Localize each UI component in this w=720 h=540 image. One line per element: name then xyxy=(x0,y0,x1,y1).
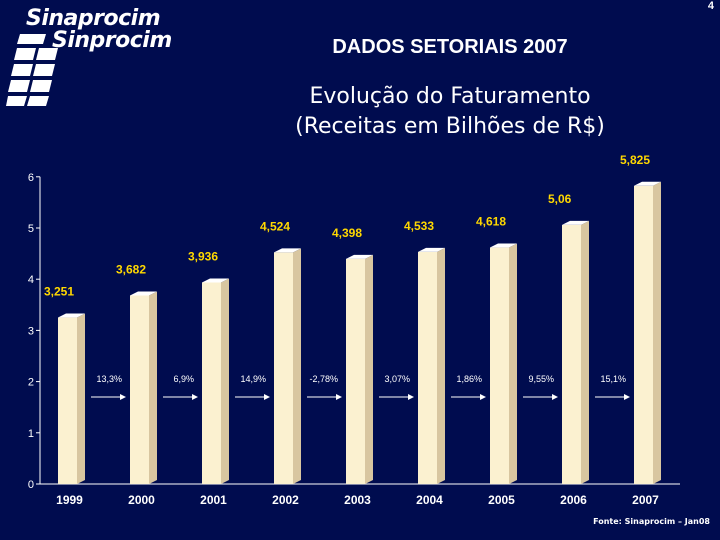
bar xyxy=(634,185,653,484)
bar xyxy=(490,247,509,484)
y-tick-label: 4 xyxy=(28,274,34,286)
bar-top xyxy=(202,278,229,283)
bar-top xyxy=(562,220,589,225)
data-label: 4,618 xyxy=(476,215,506,229)
data-label: 5,06 xyxy=(548,192,572,206)
data-label: 4,398 xyxy=(332,226,362,240)
bar-top xyxy=(274,248,301,253)
bar-side xyxy=(365,254,373,484)
bar xyxy=(562,224,581,485)
y-tick-label: 2 xyxy=(28,377,34,389)
x-tick-label: 2001 xyxy=(200,493,227,507)
arrow-head-icon xyxy=(192,394,198,400)
bar-side xyxy=(77,313,85,484)
arrow-head-icon xyxy=(480,394,486,400)
y-tick-label: 3 xyxy=(28,325,34,337)
bar-top xyxy=(490,243,517,248)
x-tick-label: 2004 xyxy=(416,493,443,507)
chart-title-line-2: (Receitas em Bilhões de R$) xyxy=(295,114,605,139)
growth-label: -2,78% xyxy=(309,374,338,384)
logo-grid-icon xyxy=(6,34,58,106)
bar-side xyxy=(581,220,589,485)
bar xyxy=(130,295,149,484)
chart-title: Evolução do Faturamento (Receitas em Bil… xyxy=(200,82,700,142)
arrow-head-icon xyxy=(408,394,414,400)
data-label: 5,825 xyxy=(620,153,650,167)
growth-label: 1,86% xyxy=(456,374,482,384)
source-note: Fonte: Sinaprocim – Jan08 xyxy=(593,517,710,526)
bar xyxy=(274,252,293,484)
x-tick-label: 2000 xyxy=(128,493,155,507)
growth-label: 6,9% xyxy=(173,374,194,384)
bar-top xyxy=(346,254,373,259)
growth-label: 3,07% xyxy=(384,374,410,384)
bar-top xyxy=(418,247,445,252)
bar-top xyxy=(58,313,85,318)
bar-side xyxy=(653,181,661,484)
data-label: 4,533 xyxy=(404,219,434,233)
data-label: 4,524 xyxy=(260,219,290,233)
growth-label: 14,9% xyxy=(240,374,266,384)
page-number: 4 xyxy=(707,0,714,12)
bar-side xyxy=(149,291,157,484)
y-tick-label: 0 xyxy=(28,479,34,491)
data-label: 3,936 xyxy=(188,249,218,263)
y-tick-label: 5 xyxy=(28,223,34,235)
arrow-head-icon xyxy=(336,394,342,400)
sinaprocim-logo: Sinaprocim Sinprocim xyxy=(6,6,196,106)
growth-label: 13,3% xyxy=(96,374,122,384)
slide-title: DADOS SETORIAIS 2007 xyxy=(332,36,568,58)
x-tick-label: 2002 xyxy=(272,493,299,507)
x-tick-label: 2007 xyxy=(632,493,659,507)
bar-side xyxy=(437,247,445,484)
x-tick-label: 2005 xyxy=(488,493,515,507)
x-tick-label: 1999 xyxy=(56,493,83,507)
y-tick-label: 6 xyxy=(28,172,34,184)
bar-side xyxy=(221,278,229,484)
bar-top xyxy=(634,181,661,186)
x-tick-label: 2006 xyxy=(560,493,587,507)
bar xyxy=(418,251,437,484)
bar xyxy=(58,317,77,484)
bar-side xyxy=(509,243,517,484)
data-label: 3,251 xyxy=(44,285,74,299)
arrow-head-icon xyxy=(264,394,270,400)
growth-label: 15,1% xyxy=(600,374,626,384)
bar-side xyxy=(293,248,301,484)
chart-title-line-1: Evolução do Faturamento xyxy=(309,84,591,109)
bar xyxy=(202,282,221,484)
logo-line-2: Sinprocim xyxy=(52,28,172,53)
y-tick-label: 1 xyxy=(28,428,34,440)
bar xyxy=(346,258,365,484)
growth-label: 9,55% xyxy=(528,374,554,384)
x-tick-label: 2003 xyxy=(344,493,371,507)
arrow-head-icon xyxy=(120,394,126,400)
arrow-head-icon xyxy=(624,394,630,400)
arrow-head-icon xyxy=(552,394,558,400)
logo-line-1: Sinaprocim xyxy=(26,6,161,31)
bar-top xyxy=(130,291,157,296)
data-label: 3,682 xyxy=(116,262,146,276)
